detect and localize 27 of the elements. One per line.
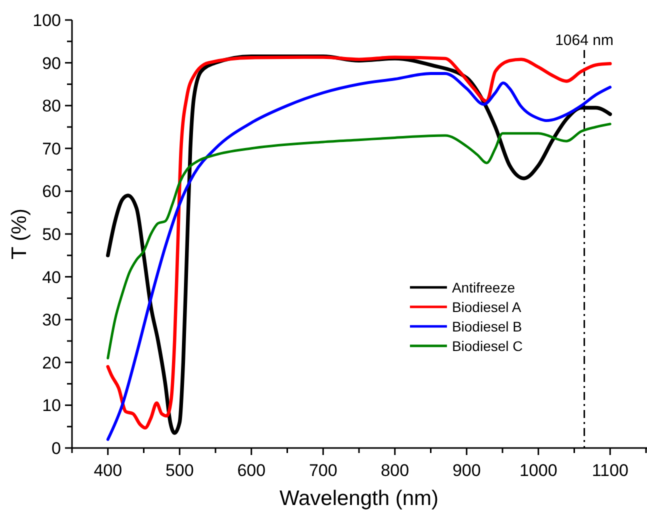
- legend-label: Biodiesel A: [452, 298, 522, 315]
- x-tick-label: 700: [308, 461, 338, 480]
- line-series: [106, 122, 612, 360]
- y-tick-label: 0: [52, 439, 61, 458]
- x-tick-label: 800: [380, 461, 410, 480]
- x-tick-label: 900: [452, 461, 481, 480]
- y-tick-label: 70: [42, 139, 61, 158]
- y-tick-label: 10: [42, 396, 61, 416]
- y-tick-label: 20: [42, 353, 61, 372]
- y-tick-label: 40: [42, 268, 61, 287]
- y-tick-label: 90: [42, 54, 61, 73]
- ref-line-label: 1064 nm: [555, 32, 614, 49]
- x-tick-label: 400: [94, 461, 122, 480]
- y-tick-label: 50: [42, 225, 61, 244]
- x-tick-label: 600: [237, 461, 266, 480]
- y-tick-label: 30: [42, 310, 61, 330]
- x-tick-label: 500: [165, 461, 194, 480]
- x-axis-title: Wavelength (nm): [279, 487, 439, 510]
- y-tick-label: 100: [32, 11, 61, 30]
- y-axis-title: T (%): [8, 208, 31, 260]
- x-tick-label: 1000: [519, 461, 558, 480]
- legend-label: Biodiesel B: [452, 318, 522, 334]
- x-tick-label: 1100: [592, 461, 628, 480]
- y-tick-label: 60: [42, 182, 61, 202]
- legend-label: Antifreeze: [452, 279, 516, 296]
- legend-label: Biodiesel C: [452, 338, 523, 354]
- y-tick-label: 80: [42, 96, 61, 116]
